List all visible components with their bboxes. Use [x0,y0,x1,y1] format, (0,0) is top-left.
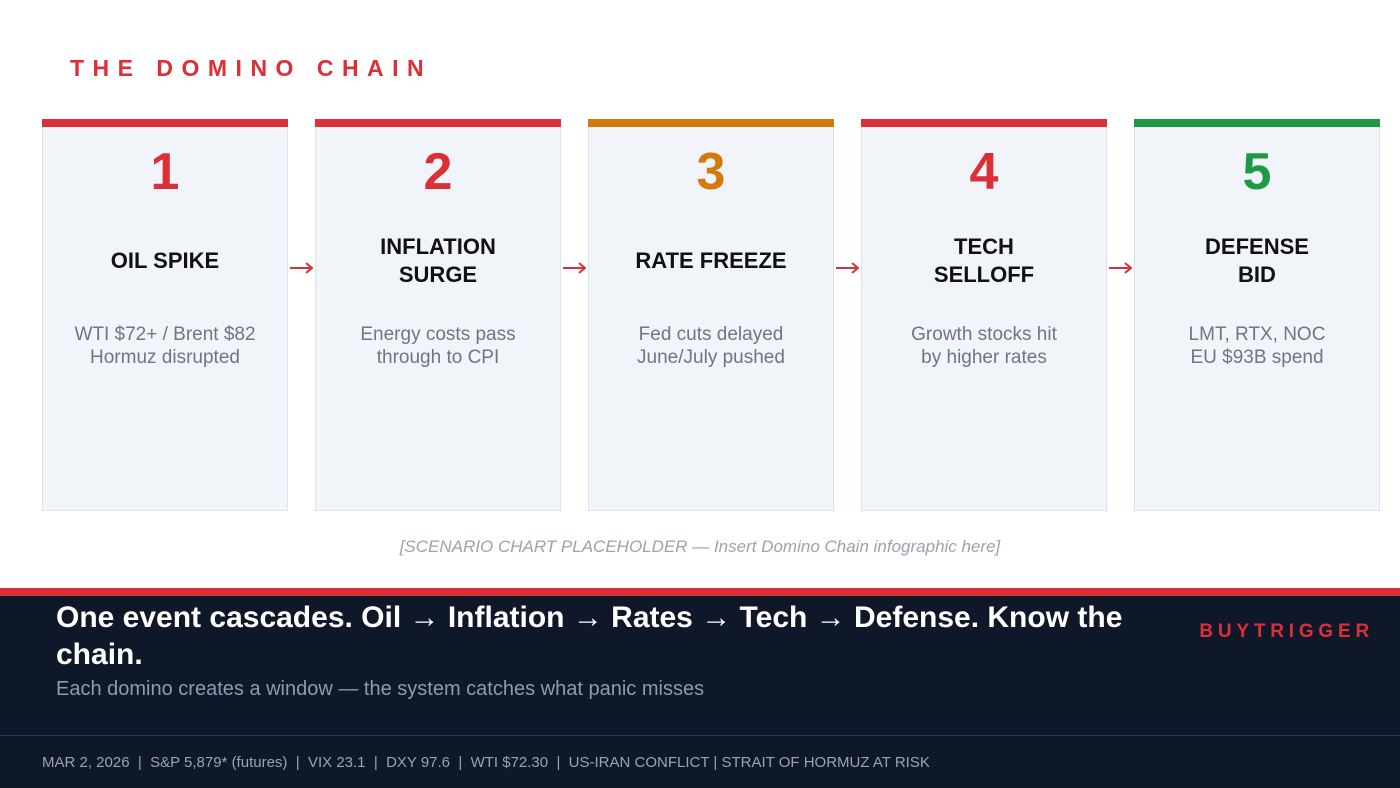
card-description: Energy costs pass through to CPI [360,324,516,368]
domino-card-3: 3 RATE FREEZE Fed cuts delayed June/July… [588,119,834,511]
card-title: OIL SPIKE [110,248,220,273]
arrow-right-icon [836,262,860,274]
card-number: 5 [1242,143,1272,201]
card-accent-bar [315,119,561,127]
arrow-right-icon [563,262,587,274]
card-number: 1 [150,143,180,201]
card-description: LMT, RTX, NOC EU $93B spend [1188,324,1326,368]
chart-placeholder-text: [SCENARIO CHART PLACEHOLDER — Insert Dom… [399,537,1001,556]
domino-card-2: 2 INFLATION SURGE Energy costs pass thro… [315,119,561,511]
card-number: 2 [423,143,453,201]
domino-card-4: 4 TECH SELLOFF Growth stocks hit by high… [861,119,1107,511]
footer-subline: Each domino creates a window — the syste… [56,678,705,700]
footer-divider [0,735,1400,736]
card-description: Fed cuts delayed June/July pushed [637,324,785,368]
card-accent-bar [588,119,834,127]
card-title: RATE FREEZE [635,248,787,273]
card-title: DEFENSE BID [1205,234,1309,287]
market-ticker: MAR 2, 2026 | S&P 5,879* (futures) | VIX… [42,754,930,771]
brand-logo: BUYTRIGGER [1199,621,1374,642]
footer-banner: One event cascades. Oil → Inflation → Ra… [0,588,1400,788]
domino-card-1: 1 OIL SPIKE WTI $72+ / Brent $82 Hormuz … [42,119,288,511]
card-title: INFLATION SURGE [380,234,496,287]
card-accent-bar [42,119,288,127]
arrow-right-icon [1109,262,1133,274]
card-number: 3 [696,143,726,201]
card-description: WTI $72+ / Brent $82 Hormuz disrupted [74,324,256,368]
domino-card-5: 5 DEFENSE BID LMT, RTX, NOC EU $93B spen… [1134,119,1380,511]
footer-accent-line [0,588,1400,596]
card-number: 4 [969,143,999,201]
card-title: TECH SELLOFF [933,234,1035,287]
section-title: THE DOMINO CHAIN [70,55,433,81]
card-description: Growth stocks hit by higher rates [911,324,1057,368]
arrow-right-icon [290,262,314,274]
footer-headline: One event cascades. Oil → Inflation → Ra… [56,601,1123,671]
card-accent-bar [861,119,1107,127]
card-accent-bar [1134,119,1380,127]
